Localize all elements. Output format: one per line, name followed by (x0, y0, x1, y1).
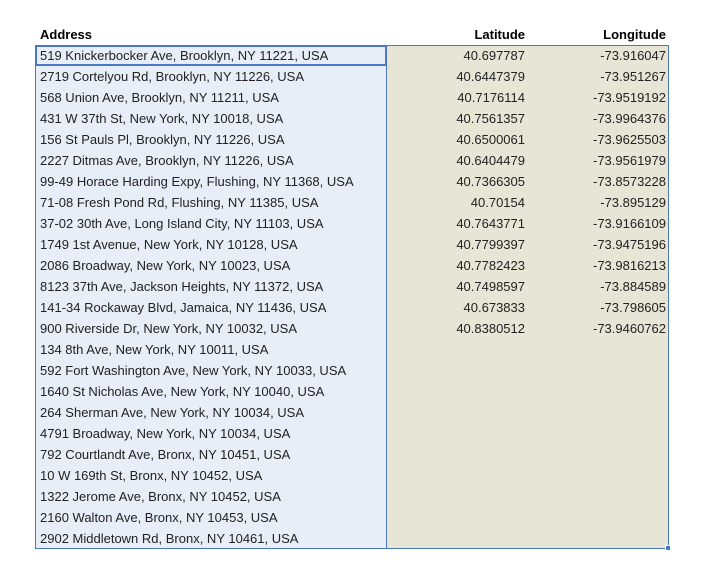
address-cell[interactable]: 141-34 Rockaway Blvd, Jamaica, NY 11436,… (40, 300, 327, 315)
longitude-cell[interactable]: -73.951267 (600, 69, 666, 84)
longitude-cell[interactable]: -73.8573228 (592, 174, 666, 189)
longitude-cell[interactable]: -73.895129 (600, 195, 666, 210)
address-cell[interactable]: 264 Sherman Ave, New York, NY 10034, USA (40, 405, 305, 420)
latitude-cell[interactable]: 40.7561357 (456, 111, 525, 126)
longitude-cell[interactable]: -73.884589 (600, 279, 666, 294)
longitude-cell[interactable]: -73.9166109 (592, 216, 666, 231)
latitude-cell[interactable]: 40.8380512 (456, 321, 525, 336)
address-cell[interactable]: 1322 Jerome Ave, Bronx, NY 10452, USA (40, 489, 281, 504)
address-column-selection (35, 45, 387, 549)
table-row: 4791 Broadway, New York, NY 10034, USA (35, 423, 669, 444)
longitude-cell[interactable]: -73.9561979 (592, 153, 666, 168)
table-row: 1640 St Nicholas Ave, New York, NY 10040… (35, 381, 669, 402)
header-address[interactable]: Address (40, 27, 93, 42)
address-cell[interactable]: 71-08 Fresh Pond Rd, Flushing, NY 11385,… (40, 195, 319, 210)
address-cell[interactable]: 37-02 30th Ave, Long Island City, NY 111… (40, 216, 324, 231)
longitude-cell[interactable]: -73.9625503 (592, 132, 666, 147)
latitude-cell[interactable]: 40.697787 (463, 48, 525, 63)
latitude-cell[interactable]: 40.7799397 (456, 237, 525, 252)
header-longitude[interactable]: Longitude (603, 27, 666, 42)
address-cell[interactable]: 2160 Walton Ave, Bronx, NY 10453, USA (40, 510, 278, 525)
address-cell[interactable]: 2902 Middletown Rd, Bronx, NY 10461, USA (40, 531, 299, 546)
table-row: 592 Fort Washington Ave, New York, NY 10… (35, 360, 669, 381)
header-latitude[interactable]: Latitude (474, 27, 525, 42)
table-row: 99-49 Horace Harding Expy, Flushing, NY … (35, 171, 669, 192)
latitude-cell[interactable]: 40.7643771 (456, 216, 525, 231)
longitude-cell[interactable]: -73.798605 (600, 300, 666, 315)
latitude-cell[interactable]: 40.6404479 (456, 153, 525, 168)
address-cell[interactable]: 156 St Pauls Pl, Brooklyn, NY 11226, USA (40, 132, 285, 147)
address-cell[interactable]: 2086 Broadway, New York, NY 10023, USA (40, 258, 291, 273)
address-cell[interactable]: 8123 37th Ave, Jackson Heights, NY 11372… (40, 279, 324, 294)
address-cell[interactable]: 900 Riverside Dr, New York, NY 10032, US… (40, 321, 298, 336)
address-cell[interactable]: 519 Knickerbocker Ave, Brooklyn, NY 1122… (40, 48, 329, 63)
latitude-cell[interactable]: 40.70154 (470, 195, 525, 210)
longitude-cell[interactable]: -73.9475196 (592, 237, 666, 252)
address-cell[interactable]: 2227 Ditmas Ave, Brooklyn, NY 11226, USA (40, 153, 294, 168)
longitude-cell[interactable]: -73.916047 (600, 48, 666, 63)
latitude-cell[interactable]: 40.6500061 (456, 132, 525, 147)
table-row: 1749 1st Avenue, New York, NY 10128, USA… (35, 234, 669, 255)
address-cell[interactable]: 10 W 169th St, Bronx, NY 10452, USA (40, 468, 263, 483)
fill-handle[interactable] (665, 545, 671, 551)
table-row: 156 St Pauls Pl, Brooklyn, NY 11226, USA… (35, 129, 669, 150)
table-row: 1322 Jerome Ave, Bronx, NY 10452, USA (35, 486, 669, 507)
address-cell[interactable]: 568 Union Ave, Brooklyn, NY 11211, USA (40, 90, 279, 105)
table-row: 8123 37th Ave, Jackson Heights, NY 11372… (35, 276, 669, 297)
address-cell[interactable]: 99-49 Horace Harding Expy, Flushing, NY … (40, 174, 354, 189)
table-row: 2719 Cortelyou Rd, Brooklyn, NY 11226, U… (35, 66, 669, 87)
longitude-cell[interactable]: -73.9460762 (592, 321, 666, 336)
selected-range: 519 Knickerbocker Ave, Brooklyn, NY 1122… (35, 45, 669, 549)
longitude-cell[interactable]: -73.9816213 (592, 258, 666, 273)
address-cell[interactable]: 4791 Broadway, New York, NY 10034, USA (40, 426, 291, 441)
coordinates-column-selection (387, 45, 669, 549)
address-cell[interactable]: 1640 St Nicholas Ave, New York, NY 10040… (40, 384, 325, 399)
longitude-cell[interactable]: -73.9519192 (592, 90, 666, 105)
address-cell[interactable]: 792 Courtlandt Ave, Bronx, NY 10451, USA (40, 447, 291, 462)
table-row: 264 Sherman Ave, New York, NY 10034, USA (35, 402, 669, 423)
longitude-cell[interactable]: -73.9964376 (592, 111, 666, 126)
address-cell[interactable]: 431 W 37th St, New York, NY 10018, USA (40, 111, 284, 126)
latitude-cell[interactable]: 40.7498597 (456, 279, 525, 294)
table-row: 37-02 30th Ave, Long Island City, NY 111… (35, 213, 669, 234)
address-cell[interactable]: 1749 1st Avenue, New York, NY 10128, USA (40, 237, 298, 252)
address-cell[interactable]: 592 Fort Washington Ave, New York, NY 10… (40, 363, 347, 378)
table-row: 792 Courtlandt Ave, Bronx, NY 10451, USA (35, 444, 669, 465)
table-row: 519 Knickerbocker Ave, Brooklyn, NY 1122… (35, 45, 669, 66)
table-row: 141-34 Rockaway Blvd, Jamaica, NY 11436,… (35, 297, 669, 318)
latitude-cell[interactable]: 40.7176114 (457, 90, 525, 105)
address-cell[interactable]: 2719 Cortelyou Rd, Brooklyn, NY 11226, U… (40, 69, 304, 84)
latitude-cell[interactable]: 40.6447379 (456, 69, 525, 84)
table-row: 2160 Walton Ave, Bronx, NY 10453, USA (35, 507, 669, 528)
address-cell[interactable]: 134 8th Ave, New York, NY 10011, USA (40, 342, 269, 357)
table-row: 71-08 Fresh Pond Rd, Flushing, NY 11385,… (35, 192, 669, 213)
active-cell-outline[interactable] (35, 45, 387, 66)
table-row: 2227 Ditmas Ave, Brooklyn, NY 11226, USA… (35, 150, 669, 171)
latitude-cell[interactable]: 40.7366305 (456, 174, 525, 189)
latitude-cell[interactable]: 40.673833 (463, 300, 525, 315)
table-row: 568 Union Ave, Brooklyn, NY 11211, USA 40… (35, 87, 669, 108)
table-row: 2086 Broadway, New York, NY 10023, USA 40… (35, 255, 669, 276)
table-row: 900 Riverside Dr, New York, NY 10032, US… (35, 318, 669, 339)
table-row: 431 W 37th St, New York, NY 10018, USA 40… (35, 108, 669, 129)
table-row: 10 W 169th St, Bronx, NY 10452, USA (35, 465, 669, 486)
latitude-cell[interactable]: 40.7782423 (456, 258, 525, 273)
table-row: 134 8th Ave, New York, NY 10011, USA (35, 339, 669, 360)
table-row: 2902 Middletown Rd, Bronx, NY 10461, USA (35, 528, 669, 549)
